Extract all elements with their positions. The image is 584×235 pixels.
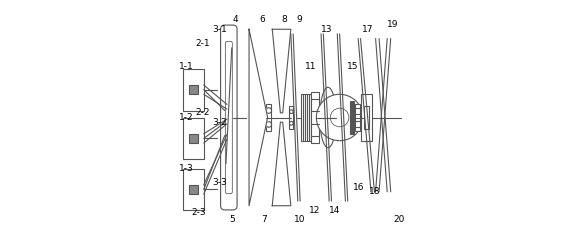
Text: 9: 9 (296, 16, 302, 24)
Text: 19: 19 (387, 20, 399, 29)
Text: 8: 8 (281, 16, 287, 24)
Bar (189, 85, 198, 94)
Text: 3-1: 3-1 (212, 25, 227, 34)
Text: 17: 17 (361, 25, 373, 34)
Bar (361, 94, 371, 141)
Text: 15: 15 (346, 62, 358, 71)
Text: 3-3: 3-3 (212, 178, 227, 187)
Text: 6: 6 (259, 16, 265, 24)
Text: 7: 7 (262, 215, 267, 224)
Bar (189, 134, 198, 143)
Text: 13: 13 (321, 25, 332, 34)
Text: 1-1: 1-1 (179, 62, 193, 71)
Text: 10: 10 (294, 215, 305, 224)
Circle shape (317, 94, 363, 141)
Bar (311, 92, 319, 143)
Bar (183, 118, 204, 159)
Bar (183, 168, 204, 210)
Bar (266, 104, 271, 131)
Ellipse shape (320, 87, 336, 148)
Text: 12: 12 (310, 206, 321, 215)
Bar (183, 69, 204, 110)
Text: 2-3: 2-3 (191, 208, 206, 217)
Text: 20: 20 (393, 215, 404, 224)
Text: 3-2: 3-2 (212, 118, 227, 127)
Text: 2-1: 2-1 (196, 39, 210, 48)
Text: 1-3: 1-3 (179, 164, 193, 173)
Text: 5: 5 (229, 215, 235, 224)
Text: 2-2: 2-2 (196, 108, 210, 117)
Polygon shape (272, 29, 291, 113)
FancyBboxPatch shape (221, 25, 237, 210)
Text: 18: 18 (369, 187, 380, 196)
Text: 14: 14 (329, 206, 340, 215)
Text: 4: 4 (233, 16, 238, 24)
Bar (301, 94, 311, 141)
Text: 1-2: 1-2 (179, 113, 193, 122)
Bar (289, 106, 293, 129)
Bar (364, 106, 369, 129)
Bar (189, 185, 198, 194)
Text: 11: 11 (305, 62, 317, 71)
Polygon shape (249, 29, 267, 206)
Text: 16: 16 (353, 183, 364, 192)
Bar (355, 104, 360, 131)
Bar (350, 101, 354, 134)
Polygon shape (272, 122, 291, 206)
